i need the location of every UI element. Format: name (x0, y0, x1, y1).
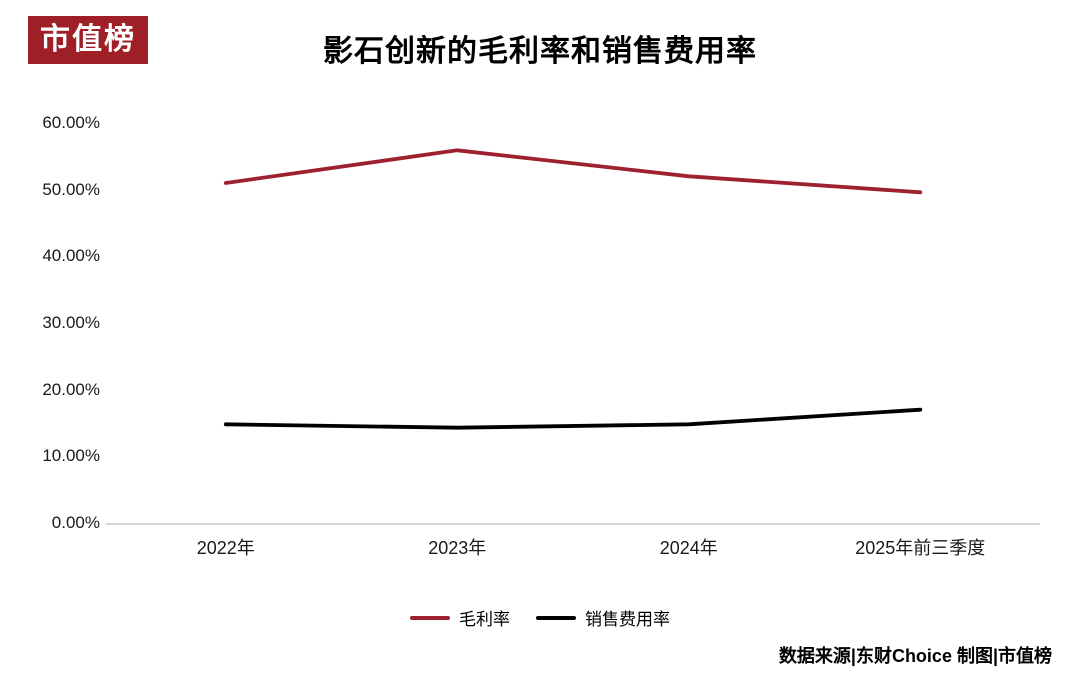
y-axis-tick-label: 30.00% (42, 313, 100, 332)
site-logo: 市值榜 (28, 16, 148, 64)
x-axis-tick-label: 2023年 (428, 538, 487, 558)
y-axis-tick-label: 50.00% (42, 179, 100, 199)
legend-line-swatch (536, 615, 576, 620)
y-axis-tick-label: 10.00% (42, 446, 100, 466)
y-axis-tick-label: 60.00% (42, 113, 100, 132)
x-axis-tick-label: 2022年 (196, 538, 255, 558)
chart-legend: 毛利率 销售费用率 (0, 605, 1080, 630)
y-axis-tick-label: 40.00% (42, 246, 100, 266)
legend-item: 销售费用率 (536, 605, 670, 630)
legend-label: 毛利率 (459, 610, 510, 629)
series-line-销售费用率 (223, 407, 923, 430)
x-axis-tick-label: 2024年 (659, 538, 718, 558)
y-axis-tick-label: 0.00% (51, 513, 100, 532)
legend-label: 销售费用率 (585, 610, 670, 629)
y-axis-tick-label: 20.00% (42, 379, 100, 399)
x-axis-tick-label: 2025年前三季度 (855, 538, 986, 558)
legend-line-swatch (410, 615, 450, 620)
x-axis-line (106, 523, 1040, 525)
legend-item: 毛利率 (410, 605, 510, 630)
source-note: 数据来源|东财Choice 制图|市值榜 (778, 646, 1052, 666)
series-line-毛利率 (223, 148, 923, 195)
chart-title: 影石创新的毛利率和销售费用率 (323, 35, 757, 68)
